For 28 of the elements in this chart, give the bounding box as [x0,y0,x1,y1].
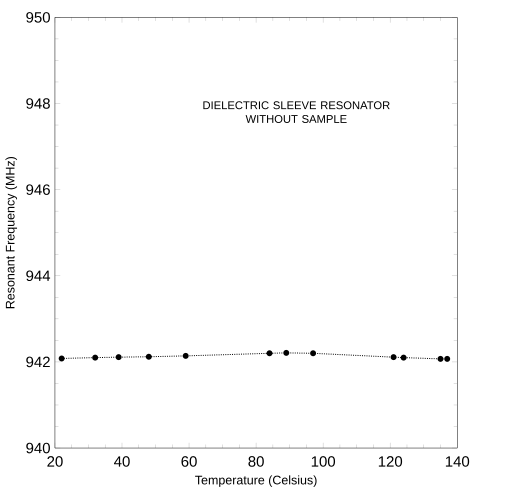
point [182,352,189,359]
point [438,356,444,362]
x-tick-label: 100 [312,456,336,467]
point [58,356,65,362]
point [390,354,397,360]
point [92,354,98,361]
x-tick-label: 140 [446,456,470,467]
y-tick-label: 944 [26,270,50,282]
x-tick-label: 120 [378,456,402,467]
point [116,354,122,360]
x-axis-title: Temperature (Celsius) [195,475,317,487]
y-axis-title: Resonant Frequency (MHz) [5,157,18,308]
x-tick-label: 40 [114,456,130,467]
point [266,350,273,356]
x-tick-label: 80 [248,456,264,467]
point [400,354,407,361]
point [283,350,290,356]
point [444,356,450,362]
x-tick-label: 60 [181,456,197,467]
point [310,350,316,356]
y-tick-label: 942 [26,356,50,368]
x-tick-label: 20 [47,456,63,467]
y-tick-label: 948 [26,98,50,109]
point [146,354,152,360]
y-tick-label: 940 [26,442,50,454]
y-tick-label: 950 [26,12,50,23]
y-tick-label: 946 [26,184,50,195]
annotation: DIELECTRIC SLEEVE RESONATOR WITHOUT SAMPLE [203,101,390,123]
